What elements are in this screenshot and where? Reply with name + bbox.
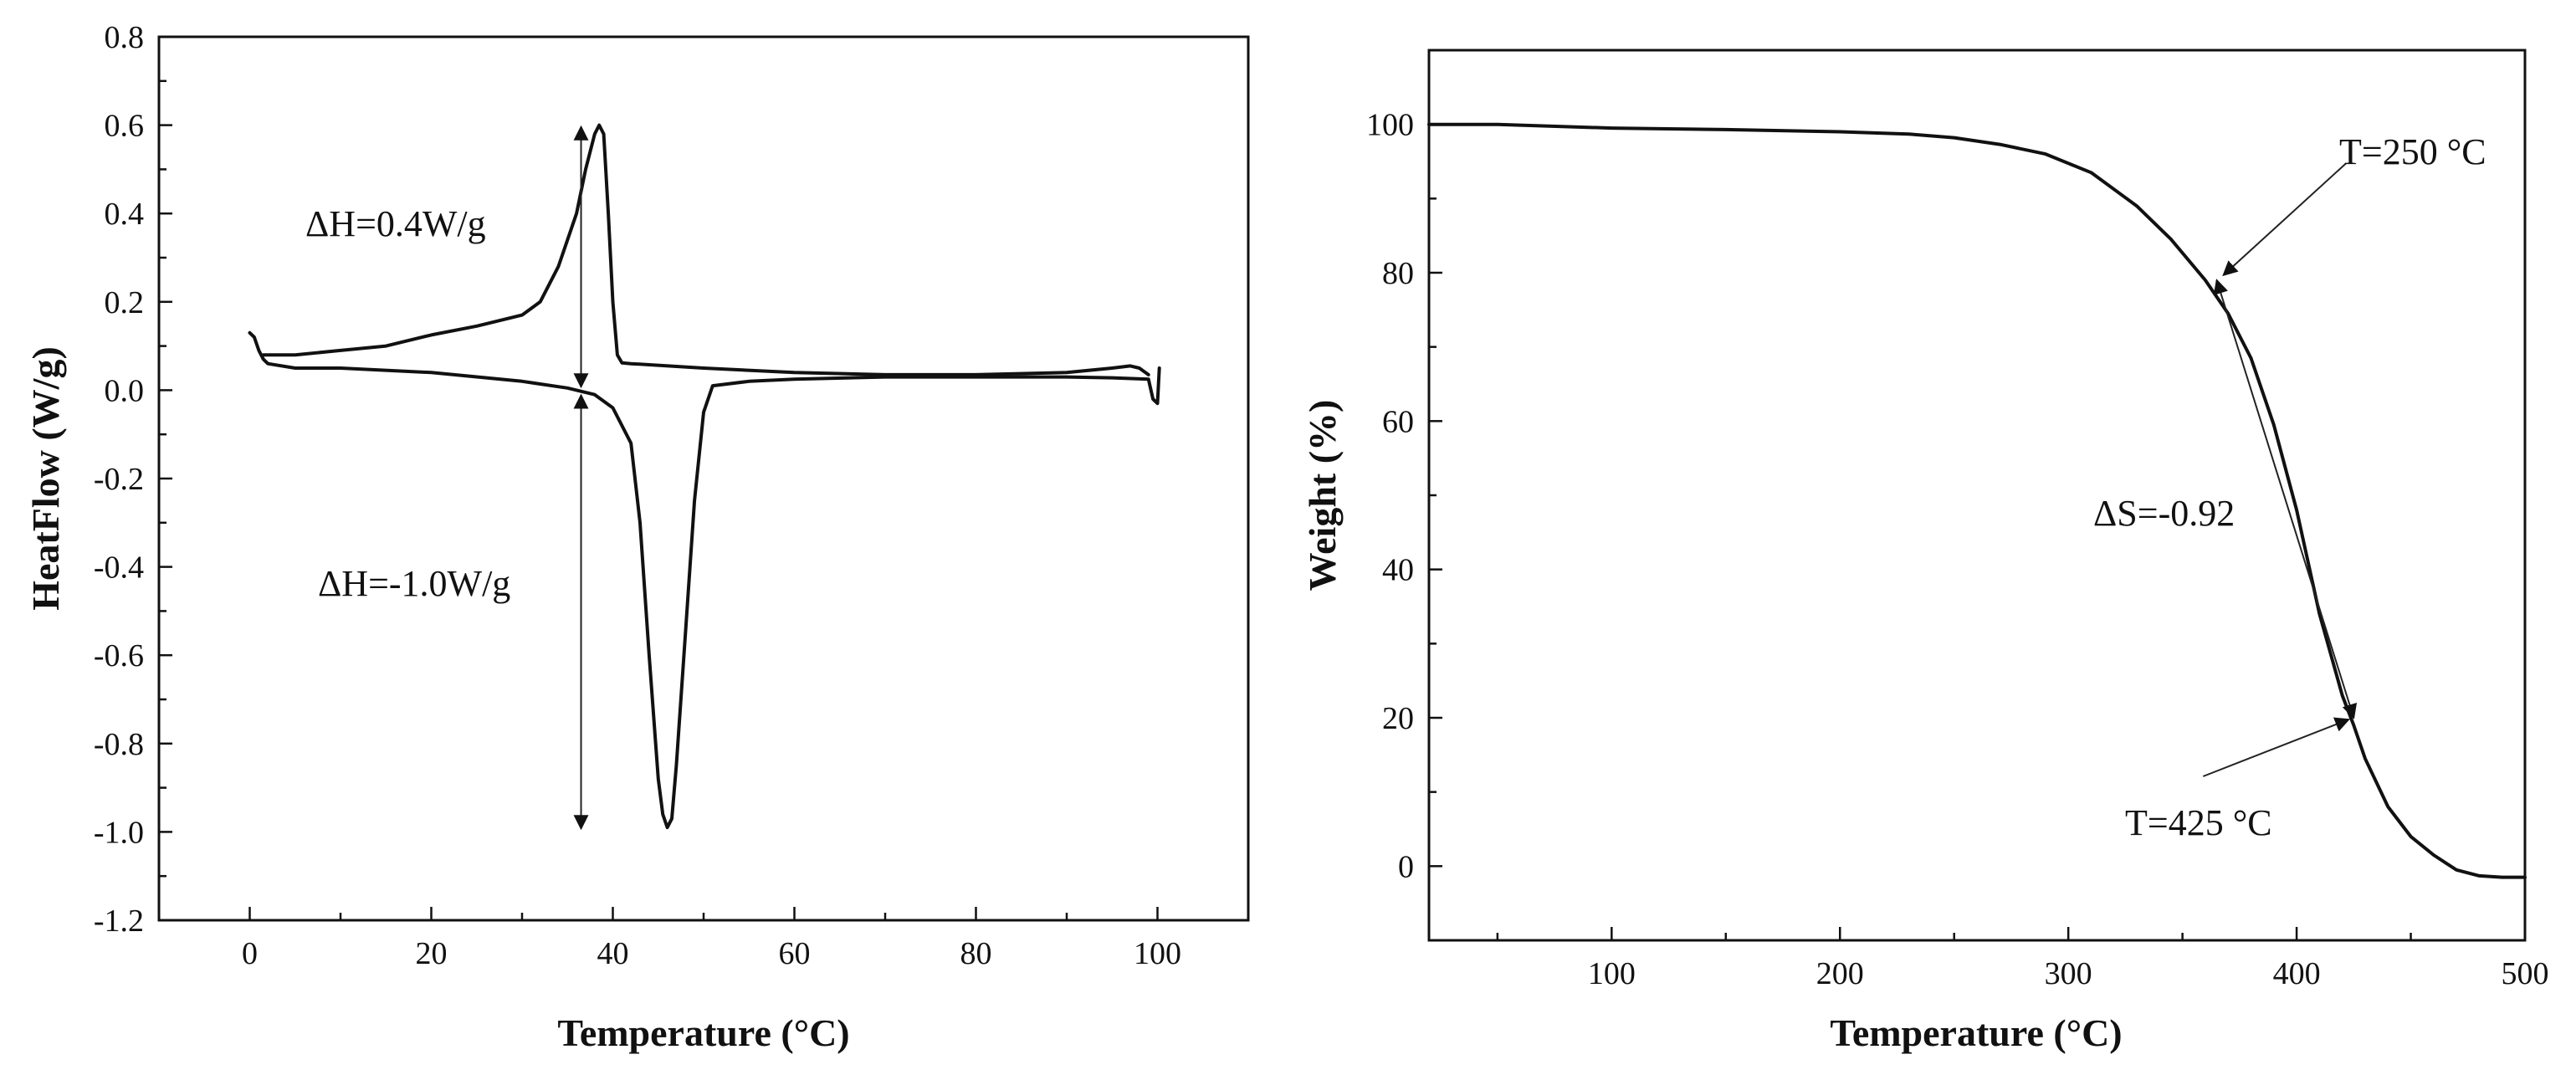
tga-y-tick-label: 100 [1366,108,1414,143]
dsc-x-tick-label: 100 [1134,936,1181,971]
dsc-x-tick-label: 40 [597,936,629,971]
dsc-y-ticks: -1.2 -1.0 -0.8 -0.6 -0.4 -0.2 0.0 0.2 0.4 0.6 0.8 [94,20,172,939]
tga-y-ticks: 0 20 40 60 80 100 [1366,108,1442,884]
tga-annotation-425: T=425 °C [2125,802,2272,843]
tga-x-axis-title: Temperature (°C) [1830,1011,2122,1054]
tga-x-tick-label: 200 [1816,956,1864,991]
dsc-y-tick-label: -1.0 [94,815,144,850]
dsc-y-axis-title: HeatFlow (W/g) [24,346,67,611]
tga-pointer-250 [2222,162,2348,277]
dsc-curves [248,123,1161,830]
tga-y-axis-title: Weight (%) [1301,400,1344,591]
dsc-series-line-1 [261,123,1150,376]
dsc-y-tick-label: 0.4 [105,197,145,232]
dsc-x-tick-label: 60 [779,936,811,971]
dsc-y-tick-label: -1.2 [94,904,144,939]
dsc-annotation-heating: ΔH=0.4W/g [305,203,486,244]
tga-y-tick-label: 20 [1382,701,1414,736]
dsc-y-tick-label: -0.6 [94,638,144,673]
dsc-annotations: ΔH=0.4W/g ΔH=-1.0W/g [305,125,589,831]
tga-annotation-250: T=250 °C [2339,131,2486,172]
dsc-chart: 0 20 40 60 80 100 -1.2 -1.0 -0.8 -0.6 -0.4 -0.2 0.0… [24,20,1250,1054]
dsc-x-tick-label: 20 [416,936,448,971]
tga-x-tick-label: 500 [2502,956,2549,991]
tga-x-ticks: 100 200 300 400 500 [1496,927,2549,991]
tga-y-tick-label: 40 [1382,553,1414,588]
dsc-x-tick-label: 0 [242,936,258,971]
tga-y-tick-label: 0 [1398,849,1414,884]
tga-plot-frame [1427,49,2527,942]
tga-chart: 100 200 300 400 500 0 20 40 60 80 100 T=250 °C ΔS… [1301,49,2549,1054]
tga-x-tick-label: 400 [2273,956,2321,991]
tga-series-line-1 [1427,122,2527,879]
dsc-series-line-2 [248,330,1161,830]
tga-x-tick-label: 300 [2045,956,2092,991]
dsc-y-tick-label: -0.4 [94,550,144,586]
tga-y-tick-label: 80 [1382,256,1414,291]
dsc-y-tick-label: 0.6 [105,109,145,144]
tga-x-tick-label: 100 [1588,956,1636,991]
dsc-y-tick-label: 0.8 [105,20,145,55]
tga-y-tick-label: 60 [1382,404,1414,439]
tga-annotation-delta-s: ΔS=-0.92 [2093,493,2235,534]
dsc-y-tick-label: -0.2 [94,462,144,497]
tga-annotations: T=250 °C ΔS=-0.92 T=425 °C [2093,131,2486,843]
dsc-x-axis-title: Temperature (°C) [557,1011,849,1054]
dsc-y-tick-label: 0.2 [105,285,145,320]
dsc-x-tick-label: 80 [960,936,992,971]
dsc-x-ticks: 0 20 40 60 80 100 [242,907,1181,971]
tga-delta-s-arrow [2213,279,2358,719]
dsc-annotation-cooling: ΔH=-1.0W/g [318,563,510,604]
dsc-y-tick-label: -0.8 [94,727,144,762]
tga-curves [1427,122,2527,879]
dsc-plot-frame [157,35,1250,922]
dsc-y-tick-label: 0.0 [105,373,145,408]
tga-pointer-425 [2202,717,2350,777]
